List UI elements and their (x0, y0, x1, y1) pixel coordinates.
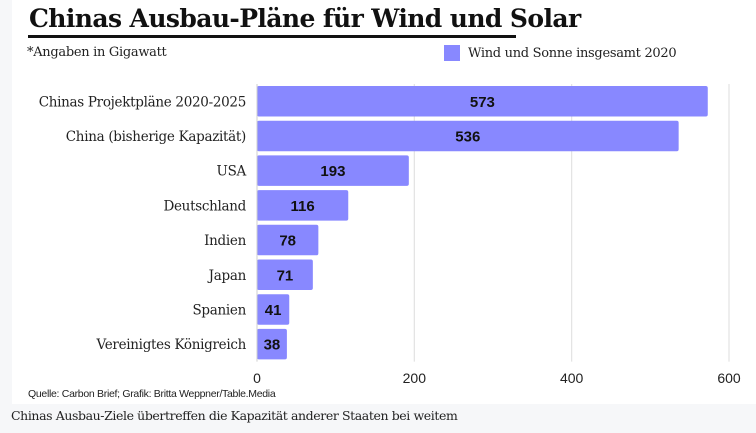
category-label: Chinas Projektpläne 2020-2025 (39, 94, 246, 110)
x-tick-label: 600 (717, 370, 741, 386)
category-label: China (bisherige Kapazität) (66, 129, 246, 145)
value-label: 193 (320, 163, 345, 180)
x-tick-label: 400 (560, 370, 584, 386)
value-label: 78 (279, 233, 296, 250)
bar (257, 224, 319, 256)
value-label: 116 (291, 198, 315, 215)
source-note: Quelle: Carbon Brief; Grafik: Britta Wep… (28, 388, 276, 400)
value-label: 41 (265, 302, 282, 319)
category-label: Indien (204, 233, 246, 249)
bar (257, 294, 290, 325)
chart-card (12, 0, 756, 404)
bar-chart: 0 200 400 600 Chinas Projektpläne 2020-2025 5… (39, 84, 741, 386)
legend: Wind und Sonne insgesamt 2020 (444, 45, 677, 61)
category-label: Spanien (192, 302, 246, 318)
chart-title: Chinas Ausbau-Pläne für Wind und Solar (29, 4, 581, 33)
category-label: USA (217, 164, 247, 180)
legend-label: Wind und Sonne insgesamt 2020 (468, 45, 677, 61)
x-tick-label: 200 (403, 370, 427, 386)
unit-note: *Angaben in Gigawatt (27, 45, 167, 60)
bar (257, 120, 679, 152)
figure-caption: Chinas Ausbau-Ziele übertreffen die Kapa… (11, 408, 458, 423)
bar (257, 190, 349, 221)
x-tick-label: 0 (253, 370, 261, 386)
bar (257, 259, 313, 290)
category-label: Japan (207, 268, 247, 284)
value-label: 573 (470, 94, 495, 111)
title-underline (28, 35, 516, 38)
value-label: 536 (455, 128, 480, 145)
bar (257, 86, 708, 117)
category-label: Deutschland (163, 198, 246, 214)
bar (257, 328, 287, 360)
bar (257, 155, 409, 186)
legend-swatch (444, 45, 460, 61)
value-label: 38 (264, 337, 281, 354)
category-label: Vereinigtes Königreich (96, 337, 247, 353)
value-label: 71 (277, 267, 294, 284)
